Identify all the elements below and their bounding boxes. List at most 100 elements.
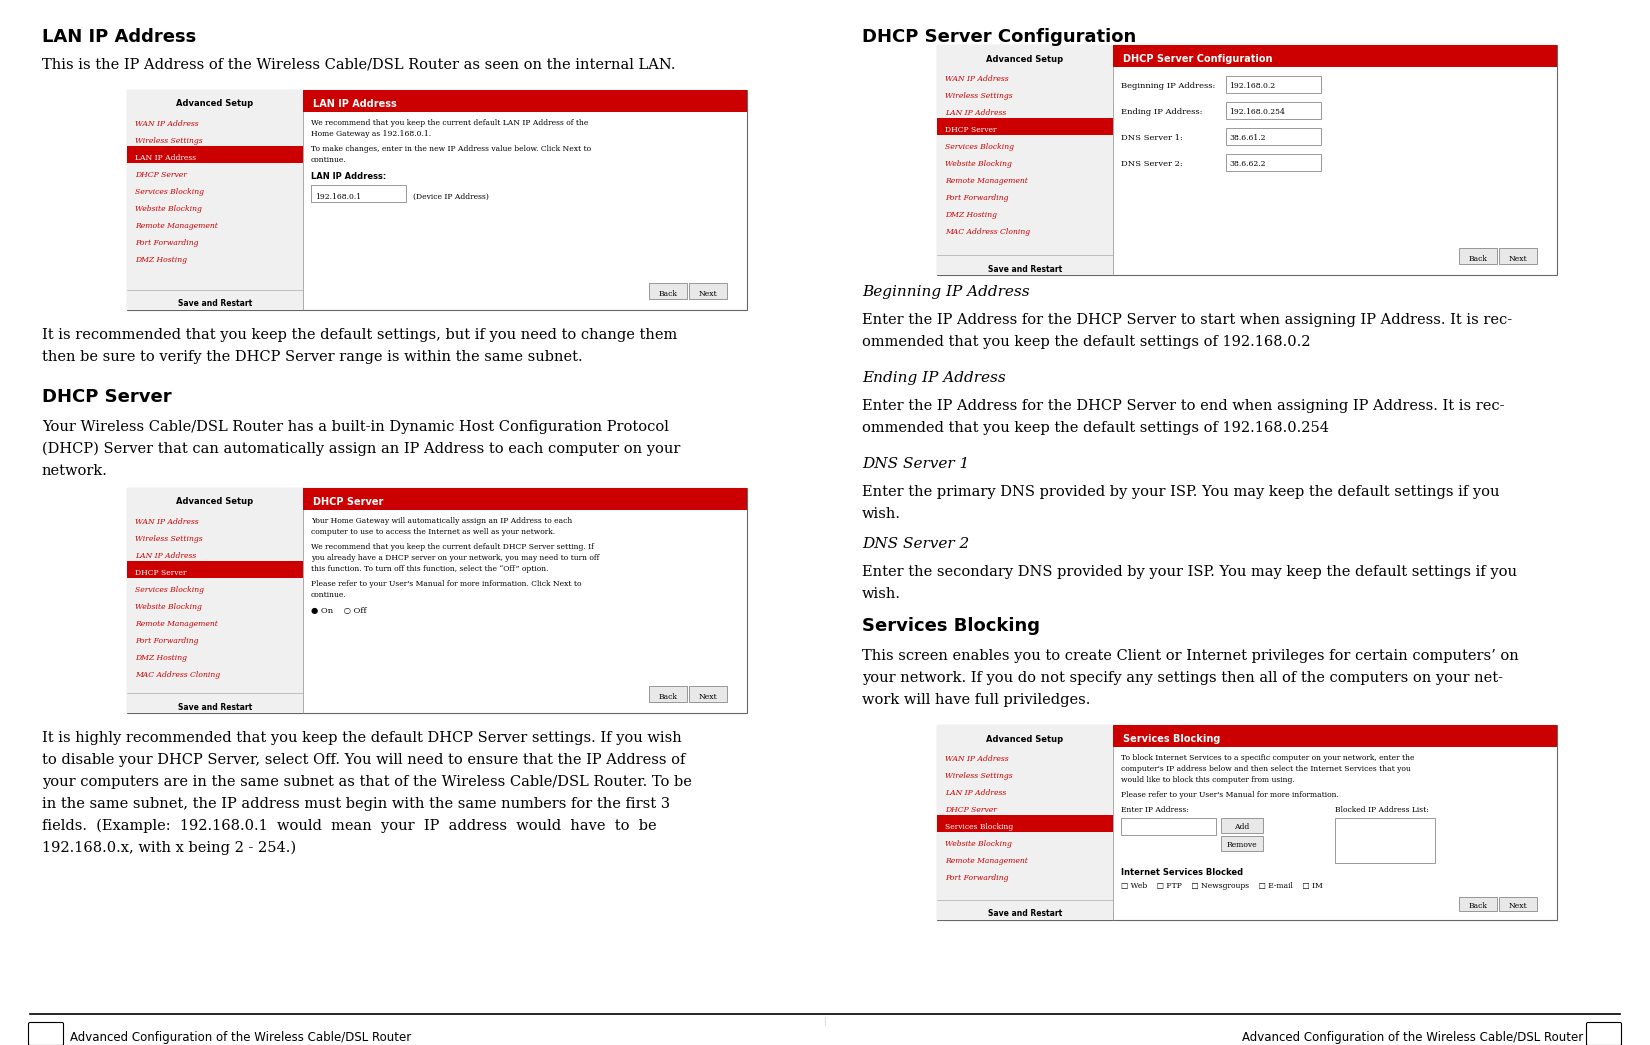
Text: in the same subnet, the IP address must begin with the same numbers for the firs: in the same subnet, the IP address must …: [41, 797, 670, 811]
Text: DHCP Server: DHCP Server: [945, 126, 997, 134]
Bar: [648, 686, 686, 702]
Text: Save and Restart: Save and Restart: [178, 300, 252, 308]
Text: would like to block this computer from using.: would like to block this computer from u…: [1120, 776, 1295, 784]
Text: (Device IP Address): (Device IP Address): [412, 193, 488, 201]
Text: 38.6.61.2: 38.6.61.2: [1229, 134, 1266, 142]
Text: DNS Server 1: DNS Server 1: [861, 457, 969, 471]
Text: Port Forwarding: Port Forwarding: [945, 194, 1008, 202]
Text: Advanced Setup: Advanced Setup: [177, 497, 254, 507]
Text: DNS Server 2:: DNS Server 2:: [1120, 160, 1183, 168]
Text: Save and Restart: Save and Restart: [988, 909, 1063, 919]
Text: Services Blocking: Services Blocking: [1124, 734, 1221, 744]
Text: Enter the secondary DNS provided by your ISP. You may keep the default settings : Enter the secondary DNS provided by your…: [861, 565, 1516, 579]
Bar: [937, 45, 1114, 67]
Bar: [937, 45, 1558, 275]
Text: Please refer to your User's Manual for more information. Click Next to: Please refer to your User's Manual for m…: [310, 580, 581, 588]
Text: This screen enables you to create Client or Internet privileges for certain comp: This screen enables you to create Client…: [861, 649, 1518, 663]
Bar: [127, 488, 747, 713]
Text: then be sure to verify the DHCP Server range is within the same subnet.: then be sure to verify the DHCP Server r…: [41, 350, 582, 364]
Text: Website Blocking: Website Blocking: [945, 160, 1011, 168]
Text: DNS Server 1:: DNS Server 1:: [1120, 134, 1183, 142]
Bar: [648, 283, 686, 299]
Text: DHCP Server Configuration: DHCP Server Configuration: [1124, 54, 1272, 64]
Text: Back: Back: [1468, 902, 1487, 910]
Text: Advanced Configuration of the Wireless Cable/DSL Router: Advanced Configuration of the Wireless C…: [1242, 1031, 1582, 1045]
Text: Wireless Settings: Wireless Settings: [135, 137, 203, 145]
Text: □ Web    □ FTP    □ Newsgroups    □ E-mail    □ IM: □ Web □ FTP □ Newsgroups □ E-mail □ IM: [1120, 882, 1323, 890]
Text: your network. If you do not specify any settings then all of the computers on yo: your network. If you do not specify any …: [861, 671, 1503, 686]
Text: We recommend that you keep the current default DHCP Server setting. If: We recommend that you keep the current d…: [310, 543, 594, 551]
Text: Next: Next: [698, 291, 718, 298]
Text: ommended that you keep the default settings of 192.168.0.254: ommended that you keep the default setti…: [861, 421, 1328, 435]
Text: wish.: wish.: [861, 507, 901, 521]
Text: Beginning IP Address:: Beginning IP Address:: [1120, 82, 1216, 90]
Bar: [127, 488, 304, 713]
Text: Advanced Configuration of the Wireless Cable/DSL Router: Advanced Configuration of the Wireless C…: [69, 1031, 411, 1045]
Text: DHCP Server: DHCP Server: [314, 497, 383, 507]
Text: ● On    ○ Off: ● On ○ Off: [310, 607, 366, 616]
Text: DHCP Server: DHCP Server: [135, 568, 186, 577]
Bar: [1226, 102, 1322, 119]
Bar: [690, 283, 728, 299]
Bar: [1459, 897, 1497, 911]
Text: continue.: continue.: [310, 591, 346, 599]
Text: Website Blocking: Website Blocking: [945, 840, 1011, 847]
Text: Services Blocking: Services Blocking: [861, 617, 1040, 635]
Text: We recommend that you keep the current default LAN IP Address of the: We recommend that you keep the current d…: [310, 119, 589, 127]
Text: Services Blocking: Services Blocking: [945, 823, 1013, 831]
Bar: [1498, 248, 1538, 264]
Text: DHCP Server Configuration: DHCP Server Configuration: [861, 28, 1137, 46]
Text: Internet Services Blocked: Internet Services Blocked: [1120, 868, 1242, 877]
Text: Enter IP Address:: Enter IP Address:: [1120, 806, 1190, 814]
Text: Advanced Setup: Advanced Setup: [987, 735, 1064, 743]
Text: LAN IP Address: LAN IP Address: [314, 99, 396, 109]
Text: MAC Address Cloning: MAC Address Cloning: [135, 671, 219, 679]
Text: 192.168.0.1: 192.168.0.1: [315, 193, 361, 201]
Text: 42: 42: [38, 1031, 54, 1045]
Text: LAN IP Address: LAN IP Address: [135, 552, 196, 560]
Bar: [937, 725, 1114, 747]
Text: Port Forwarding: Port Forwarding: [135, 637, 198, 645]
Bar: [310, 185, 406, 202]
Text: DHCP Server: DHCP Server: [945, 806, 997, 814]
Bar: [304, 90, 747, 112]
Text: LAN IP Address:: LAN IP Address:: [310, 172, 386, 181]
Text: 192.168.0.254: 192.168.0.254: [1229, 108, 1285, 116]
Text: LAN IP Address: LAN IP Address: [945, 789, 1006, 797]
Text: WAN IP Address: WAN IP Address: [135, 120, 198, 127]
Text: Remote Management: Remote Management: [945, 857, 1028, 865]
Text: continue.: continue.: [310, 156, 346, 164]
Text: Next: Next: [1508, 255, 1528, 263]
Bar: [1335, 818, 1436, 863]
Text: your computers are in the same subnet as that of the Wireless Cable/DSL Router. : your computers are in the same subnet as…: [41, 775, 691, 789]
Text: 43: 43: [1596, 1031, 1612, 1045]
Bar: [1459, 248, 1497, 264]
Text: fields.  (Example:  192.168.0.1  would  mean  your  IP  address  would  have  to: fields. (Example: 192.168.0.1 would mean…: [41, 819, 657, 834]
Bar: [690, 686, 728, 702]
Text: Ending IP Address: Ending IP Address: [861, 371, 1006, 385]
Text: LAN IP Address: LAN IP Address: [135, 154, 196, 162]
Text: It is recommended that you keep the default settings, but if you need to change : It is recommended that you keep the defa…: [41, 328, 676, 342]
Text: 192.168.0.x, with x being 2 - 254.): 192.168.0.x, with x being 2 - 254.): [41, 841, 295, 856]
Text: this function. To turn off this function, select the “Off” option.: this function. To turn off this function…: [310, 565, 548, 573]
FancyBboxPatch shape: [1587, 1022, 1622, 1045]
Text: Back: Back: [658, 693, 678, 701]
Text: Wireless Settings: Wireless Settings: [135, 535, 203, 543]
Text: Save and Restart: Save and Restart: [178, 702, 252, 712]
Bar: [304, 488, 747, 510]
Text: Back: Back: [1468, 255, 1487, 263]
Text: Enter the IP Address for the DHCP Server to start when assigning IP Address. It : Enter the IP Address for the DHCP Server…: [861, 314, 1511, 327]
Text: It is highly recommended that you keep the default DHCP Server settings. If you : It is highly recommended that you keep t…: [41, 732, 681, 745]
Text: wish.: wish.: [861, 587, 901, 601]
Text: LAN IP Address: LAN IP Address: [41, 28, 196, 46]
Text: Please refer to your User's Manual for more information.: Please refer to your User's Manual for m…: [1120, 791, 1338, 799]
Bar: [1221, 836, 1262, 851]
Bar: [127, 90, 304, 112]
Bar: [30, 1024, 63, 1044]
Text: Advanced Setup: Advanced Setup: [177, 99, 254, 109]
Bar: [127, 90, 304, 310]
Text: DMZ Hosting: DMZ Hosting: [135, 256, 186, 264]
Text: LAN IP Address: LAN IP Address: [945, 109, 1006, 117]
Text: work will have full priviledges.: work will have full priviledges.: [861, 693, 1091, 707]
Bar: [937, 118, 1114, 135]
